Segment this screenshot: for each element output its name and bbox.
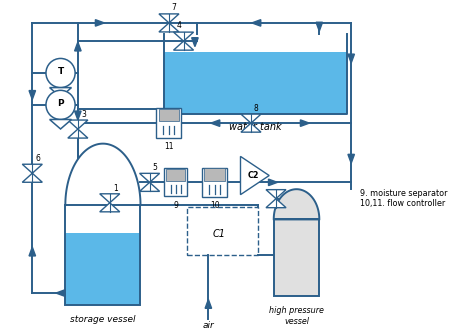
Polygon shape (159, 23, 179, 32)
Polygon shape (74, 111, 81, 120)
Bar (202, 167, 227, 197)
Polygon shape (139, 182, 160, 191)
Text: C2: C2 (247, 171, 259, 180)
Polygon shape (50, 119, 72, 129)
Text: 6: 6 (36, 154, 41, 163)
Bar (274, 219, 319, 296)
Text: C1: C1 (212, 229, 226, 239)
Polygon shape (68, 120, 88, 129)
Bar (65, 205, 140, 306)
Polygon shape (241, 123, 261, 132)
Text: high pressure
vessel: high pressure vessel (269, 306, 324, 326)
Text: 10: 10 (210, 202, 219, 211)
Bar (65, 205, 140, 233)
Polygon shape (95, 20, 104, 26)
Polygon shape (100, 194, 120, 203)
Text: 11: 11 (164, 142, 173, 151)
Bar (164, 52, 346, 114)
Text: 8: 8 (253, 104, 258, 113)
Bar (204, 168, 225, 181)
Polygon shape (240, 156, 269, 195)
Text: T: T (57, 67, 64, 76)
Polygon shape (241, 114, 261, 123)
Text: air: air (202, 321, 214, 330)
Polygon shape (205, 300, 211, 308)
Text: P: P (57, 99, 64, 108)
Text: 1: 1 (113, 184, 118, 193)
Bar (187, 208, 258, 255)
Polygon shape (173, 32, 193, 41)
Bar (156, 108, 182, 138)
Polygon shape (29, 247, 36, 256)
Text: 5: 5 (152, 163, 157, 172)
Polygon shape (22, 173, 42, 182)
Text: 7: 7 (171, 3, 176, 12)
Text: 9: 9 (173, 201, 178, 210)
Polygon shape (68, 129, 88, 138)
Polygon shape (301, 120, 309, 126)
Circle shape (46, 90, 75, 119)
Polygon shape (211, 120, 220, 126)
Polygon shape (274, 189, 319, 219)
Polygon shape (173, 41, 193, 50)
Polygon shape (74, 42, 81, 51)
Polygon shape (266, 199, 286, 208)
Polygon shape (56, 290, 65, 296)
Polygon shape (22, 164, 42, 173)
Polygon shape (65, 144, 140, 205)
Polygon shape (266, 190, 286, 199)
Circle shape (46, 59, 75, 88)
Bar (164, 168, 187, 197)
Text: 4: 4 (176, 21, 181, 30)
Text: water tank: water tank (229, 122, 282, 132)
Text: storage vessel: storage vessel (70, 315, 136, 324)
Text: 9. moisture separator
10,11. flow controller: 9. moisture separator 10,11. flow contro… (360, 189, 448, 208)
Polygon shape (100, 203, 120, 212)
Polygon shape (50, 88, 72, 97)
Polygon shape (348, 54, 355, 63)
Polygon shape (252, 20, 261, 26)
Polygon shape (29, 91, 36, 99)
Polygon shape (159, 14, 179, 23)
Polygon shape (139, 173, 160, 182)
Text: 3: 3 (82, 110, 86, 119)
Text: 2: 2 (280, 212, 284, 221)
Bar (65, 233, 140, 306)
Polygon shape (191, 38, 198, 47)
Polygon shape (348, 154, 355, 163)
Bar (159, 109, 179, 121)
Polygon shape (268, 179, 277, 186)
Bar (166, 169, 185, 181)
Polygon shape (316, 22, 323, 31)
